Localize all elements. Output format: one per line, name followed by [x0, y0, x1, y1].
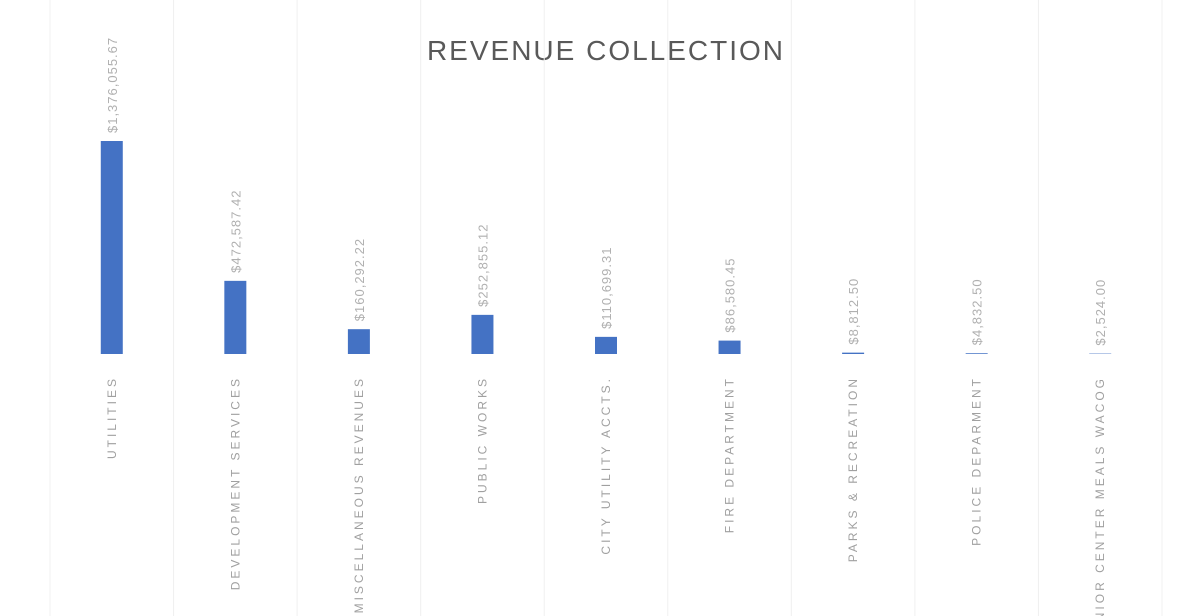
x-tick-label: DEVELOPMENT SERVICES: [228, 376, 242, 590]
x-tick-label: MISCELLANEOUS REVENUES: [352, 376, 366, 613]
value-label: $252,855.12: [475, 224, 490, 307]
bar: [471, 314, 494, 354]
value-label: $472,587.42: [228, 190, 243, 273]
bar: [224, 280, 247, 354]
value-label: $110,699.31: [599, 247, 614, 329]
value-label: $86,580.45: [723, 258, 738, 333]
bar: [100, 141, 123, 354]
value-label: $160,292.22: [352, 238, 367, 321]
bar: [718, 340, 741, 354]
bar: [965, 353, 988, 354]
x-tick-label: FIRE DEPARTMENT: [723, 376, 737, 533]
x-tick-label: UTILITIES: [105, 376, 119, 459]
value-label: $1,376,055.67: [105, 37, 120, 133]
x-tick-label: POLICE DEPARMENT: [970, 376, 984, 546]
bar: [595, 336, 617, 354]
x-tick-label: PUBLIC WORKS: [475, 376, 489, 504]
bar: [347, 329, 370, 354]
x-tick-label: CITY UTILITY ACCTS.: [599, 376, 613, 555]
x-tick-label: SENIOR CENTER MEALS WACOG: [1093, 376, 1107, 616]
value-label: $2,524.00: [1093, 279, 1108, 346]
chart-title: REVENUE COLLECTION: [427, 35, 785, 66]
bar: [842, 352, 865, 354]
x-tick-label: PARKS & RECREATION: [846, 376, 860, 562]
value-label: $8,812.50: [846, 278, 861, 345]
value-label: $4,832.50: [970, 278, 985, 345]
